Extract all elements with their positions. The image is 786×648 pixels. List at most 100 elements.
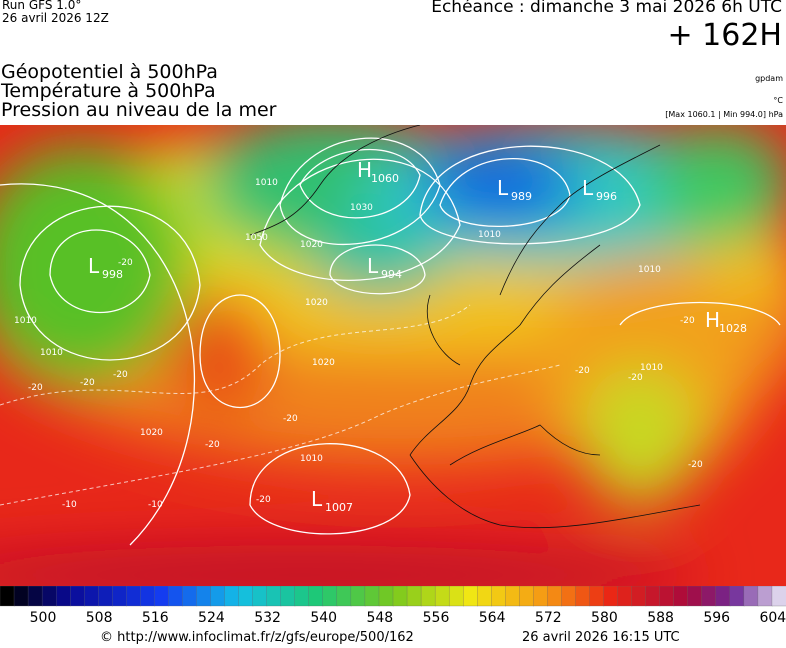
colorbar-swatch	[336, 586, 352, 607]
colorbar-swatch	[589, 586, 605, 607]
colorbar-swatch	[463, 586, 478, 607]
colorbar-label: 572	[534, 610, 562, 626]
contour-label: 1020	[305, 298, 328, 308]
pressure-value: 989	[511, 190, 532, 203]
colorbar-swatch	[182, 586, 198, 607]
colorbar-swatch	[98, 586, 113, 607]
colorbar-swatch	[112, 586, 127, 607]
contour-label: 1030	[350, 203, 373, 213]
colorbar-swatch	[420, 586, 436, 607]
colorbar-swatch	[350, 586, 366, 607]
colorbar-swatch	[308, 586, 324, 607]
colorbar-swatch	[645, 586, 661, 607]
colorbar-swatch	[238, 586, 254, 607]
coastlines	[249, 125, 701, 529]
pressure-letter: L	[582, 176, 594, 200]
contour-label: -20	[28, 383, 43, 393]
colorbar-swatch	[252, 586, 268, 607]
contour-label: -20	[113, 370, 128, 380]
colorbar-swatch	[631, 586, 647, 607]
timestamp: 26 avril 2026 16:15 UTC	[522, 630, 680, 645]
contour-label: -20	[628, 373, 643, 383]
pressure-value: 1060	[371, 172, 399, 185]
contour-label: -10	[62, 500, 77, 510]
unit: gpdam	[755, 74, 783, 83]
colorbar-label: 540	[310, 610, 338, 626]
contour-label: 1020	[140, 428, 163, 438]
colorbar-swatch	[434, 586, 450, 607]
colorbar-label: 548	[366, 610, 394, 626]
colorbar-swatch	[491, 586, 506, 607]
field: Température à 500hPa	[1, 80, 216, 102]
field-colors	[0, 125, 786, 586]
contour-label: 1010	[14, 316, 37, 326]
colorbar-swatch	[659, 586, 675, 607]
colorbar-swatch	[575, 586, 591, 607]
contour-label: -20	[688, 460, 703, 470]
pressure-value: 994	[381, 268, 402, 281]
colorbar-swatch	[561, 586, 577, 607]
colorbar-label: 596	[703, 610, 731, 626]
colorbar-swatch	[55, 586, 71, 607]
colorbar-swatch	[505, 586, 520, 607]
pressure-letter: H	[357, 158, 372, 182]
colorbar-label: 580	[591, 610, 618, 626]
contour-label: 1010	[638, 265, 661, 275]
contour-label: 1020	[300, 240, 323, 250]
colorbar-swatch	[168, 586, 184, 607]
contour-label: -20	[80, 378, 95, 388]
colorbar-swatch	[701, 586, 717, 607]
pressure-value: 996	[596, 190, 617, 203]
contour-label: -20	[256, 495, 271, 505]
colorbar-swatch	[266, 586, 282, 607]
colorbar-swatch	[280, 586, 296, 607]
colorbar	[0, 586, 786, 607]
contour-label: 1010	[255, 178, 278, 188]
lead-time: + 162H	[667, 18, 783, 53]
colorbar-swatch	[294, 586, 310, 607]
colorbar-label: 588	[647, 610, 674, 626]
colorbar-swatch	[41, 586, 57, 607]
colorbar-label: 508	[85, 610, 113, 626]
colorbar-swatch	[210, 586, 226, 607]
colorbar-label: 524	[198, 610, 225, 626]
pressure-letter: L	[497, 176, 509, 200]
contour-label: 1050	[245, 233, 268, 243]
contour-label: -20	[575, 366, 590, 376]
colorbar-label: 604	[759, 610, 786, 626]
run-date: 26 avril 2026 12Z	[2, 11, 109, 25]
colorbar-swatch	[126, 586, 142, 607]
colorbar-swatch	[378, 586, 394, 607]
pressure-value: 998	[102, 268, 123, 281]
colorbar-swatch	[27, 586, 43, 607]
colorbar-swatch	[392, 586, 408, 607]
contour-label: -10	[148, 500, 163, 510]
colorbar-swatch	[364, 586, 380, 607]
colorbar-swatch	[729, 586, 745, 607]
colorbar-swatch	[603, 586, 619, 607]
contour-label: -20	[205, 440, 220, 450]
colorbar-swatch	[140, 586, 156, 607]
colorbar-label: 500	[29, 610, 57, 626]
echeance: Echéance : dimanche 3 mai 2026 6h UTC	[431, 0, 782, 17]
colorbar-swatch	[448, 586, 464, 607]
colorbar-swatch	[547, 586, 563, 607]
colorbar-swatch	[196, 586, 212, 607]
colorbar-label: 532	[254, 610, 281, 626]
colorbar-label: 556	[422, 610, 450, 626]
unit: [Max 1060.1 | Min 994.0] hPa	[665, 110, 783, 119]
contour-label: -20	[680, 316, 695, 326]
colorbar-swatch	[322, 586, 338, 607]
pressure-letter: H	[705, 308, 720, 332]
pressure-letter: L	[311, 487, 323, 511]
colorbar-swatch	[533, 586, 549, 607]
pressure-letter: L	[367, 254, 379, 278]
contour-label: 1020	[312, 358, 335, 368]
field: Géopotentiel à 500hPa	[1, 61, 218, 83]
contour-label: -20	[118, 258, 133, 268]
colorbar-swatch	[715, 586, 731, 607]
colorbar-swatch	[154, 586, 170, 607]
colorbar-swatch	[70, 586, 85, 607]
